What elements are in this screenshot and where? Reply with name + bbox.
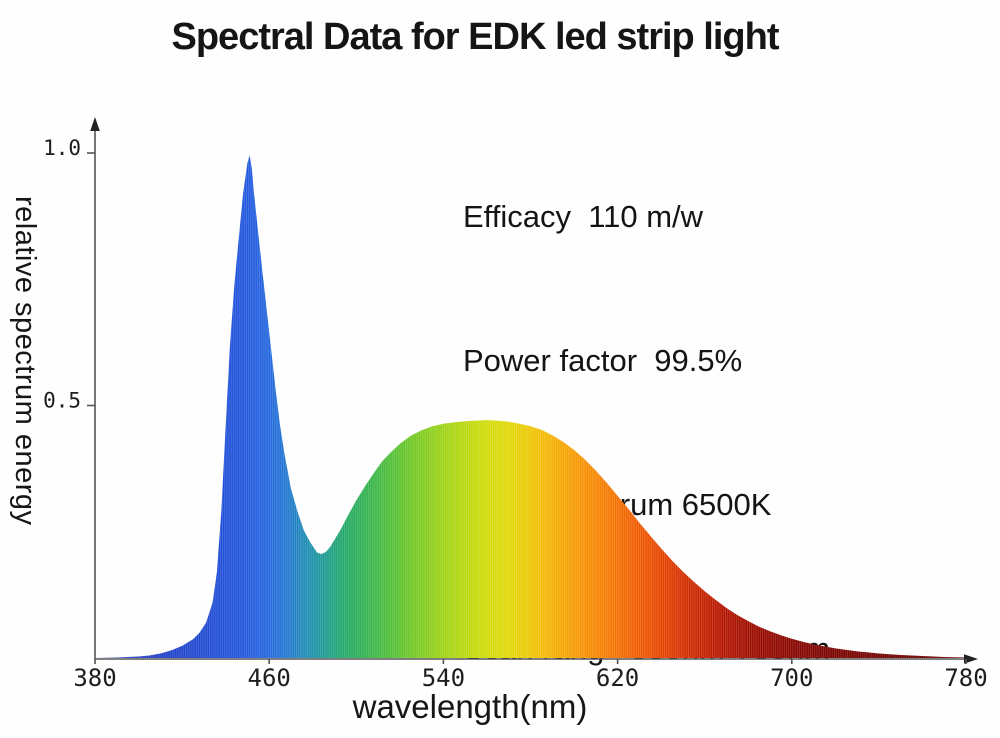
x-tick-label-780: 780 (944, 664, 987, 692)
x-tick-label-620: 620 (596, 664, 639, 692)
y-axis-arrow-icon (90, 117, 100, 131)
spec-line-power-factor: Power factor 99.5% (463, 343, 743, 378)
x-tick-label-540: 540 (422, 664, 465, 692)
x-axis-title: wavelength(nm) (352, 688, 588, 725)
spec-line-efficacy: Efficacy 110 m/w (463, 199, 704, 234)
chart-title: Spectral Data for EDK led strip light (171, 16, 780, 58)
y-tick-label-0.5: 0.5 (43, 389, 81, 413)
y-tick-label-1.0: 1.0 (43, 136, 81, 160)
y-axis-title: relative spectrum energy (9, 196, 41, 526)
x-tick-label-460: 460 (248, 664, 291, 692)
x-axis-arrow-icon (964, 654, 978, 664)
x-tick-label-380: 380 (73, 664, 116, 692)
spectrum-bar-texture (95, 155, 966, 658)
x-tick-label-700: 700 (770, 664, 813, 692)
